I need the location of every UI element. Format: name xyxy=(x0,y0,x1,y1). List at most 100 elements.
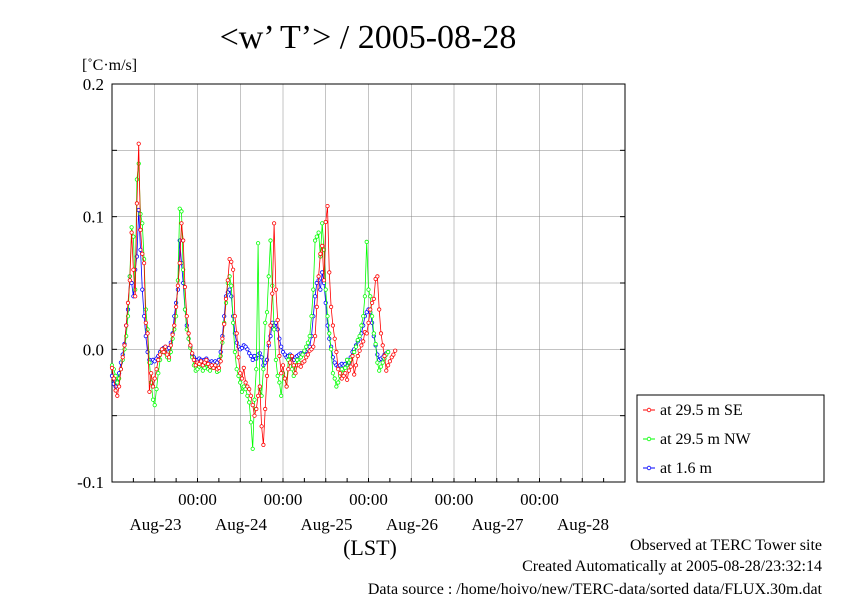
data-point xyxy=(377,368,382,373)
data-point xyxy=(382,353,387,359)
data-point xyxy=(300,352,305,357)
data-point xyxy=(127,278,132,283)
data-point xyxy=(232,349,237,355)
data-point xyxy=(145,331,150,336)
data-point xyxy=(143,320,148,325)
data-point xyxy=(334,384,339,389)
data-point xyxy=(312,294,318,299)
data-point xyxy=(190,351,195,356)
data-point xyxy=(312,238,318,243)
data-point xyxy=(330,323,335,328)
data-point xyxy=(304,344,309,349)
footer-site: Observed at TERC Tower site xyxy=(630,537,822,554)
data-point xyxy=(163,344,168,349)
data-point xyxy=(236,355,241,360)
data-point xyxy=(149,371,154,376)
data-point xyxy=(273,287,278,292)
data-point xyxy=(207,368,213,373)
data-point xyxy=(271,221,277,226)
data-point xyxy=(279,344,284,349)
data-point xyxy=(362,294,367,299)
data-point xyxy=(279,371,284,376)
data-point xyxy=(238,371,243,376)
data-point xyxy=(223,296,229,301)
legend-label: at 29.5 m SE xyxy=(660,402,743,419)
data-point xyxy=(316,274,321,279)
data-point xyxy=(323,219,328,225)
data-point xyxy=(275,373,280,378)
y-tick-label: 0.2 xyxy=(83,75,104,94)
data-point xyxy=(359,323,364,328)
data-point xyxy=(266,340,271,345)
data-point xyxy=(377,307,382,312)
x-tick-date-label: Aug-27 xyxy=(472,515,524,534)
data-point xyxy=(366,287,371,292)
x-tick-hour-label: 00:00 xyxy=(264,490,303,509)
data-point xyxy=(271,327,277,332)
x-axis: 00:00 Aug-23 00:00 Aug-24 00:00 Aug-25 00:00 Au… xyxy=(130,478,609,534)
data-point xyxy=(245,393,250,398)
data-point xyxy=(225,278,230,283)
data-point xyxy=(311,287,316,292)
data-point xyxy=(264,373,270,378)
data-point xyxy=(241,365,246,370)
data-point xyxy=(327,270,332,275)
data-point xyxy=(325,204,330,209)
data-point xyxy=(282,376,287,381)
data-point xyxy=(254,406,259,412)
data-point xyxy=(243,380,248,385)
data-point xyxy=(261,367,266,372)
series-line xyxy=(111,143,396,445)
data-point xyxy=(368,307,373,312)
data-point xyxy=(332,336,337,341)
data-point xyxy=(328,347,334,352)
data-point xyxy=(204,357,209,362)
data-point xyxy=(229,259,234,264)
data-point xyxy=(314,304,319,309)
data-point xyxy=(305,352,310,357)
x-tick-hour-label: 00:00 xyxy=(435,490,474,509)
data-point xyxy=(179,221,184,226)
data-point xyxy=(334,349,339,355)
data-point xyxy=(150,384,156,389)
data-point xyxy=(255,241,261,246)
data-point xyxy=(227,287,232,292)
data-point xyxy=(323,287,328,292)
data-point xyxy=(140,221,145,226)
data-point xyxy=(247,400,252,405)
data-point xyxy=(369,314,375,319)
data-point xyxy=(346,368,351,373)
data-point xyxy=(380,360,385,365)
data-point xyxy=(380,343,385,348)
data-point xyxy=(122,343,127,348)
data-point xyxy=(156,357,161,362)
data-point xyxy=(305,340,310,345)
data-point xyxy=(343,371,348,376)
data-point xyxy=(222,314,227,319)
data-point xyxy=(263,406,268,412)
data-point xyxy=(378,364,384,369)
data-point xyxy=(286,367,291,372)
data-point xyxy=(111,376,116,381)
data-point xyxy=(344,357,350,362)
data-point xyxy=(309,314,314,319)
data-point xyxy=(239,389,245,394)
data-point xyxy=(284,384,289,389)
data-point xyxy=(181,280,186,286)
footer-created: Created Automatically at 2005-08-28/23:3… xyxy=(522,558,822,575)
data-point xyxy=(229,283,234,288)
data-point xyxy=(140,287,145,292)
data-point xyxy=(321,278,327,283)
data-point xyxy=(231,267,236,272)
data-point xyxy=(134,201,139,206)
data-point xyxy=(152,402,157,408)
data-point xyxy=(222,321,227,327)
data-point xyxy=(268,323,273,328)
data-point xyxy=(332,376,337,381)
data-point xyxy=(371,331,376,336)
data-point xyxy=(220,336,225,341)
data-point xyxy=(250,357,255,362)
data-point xyxy=(248,393,253,398)
data-point xyxy=(270,291,275,296)
data-point xyxy=(161,349,166,355)
